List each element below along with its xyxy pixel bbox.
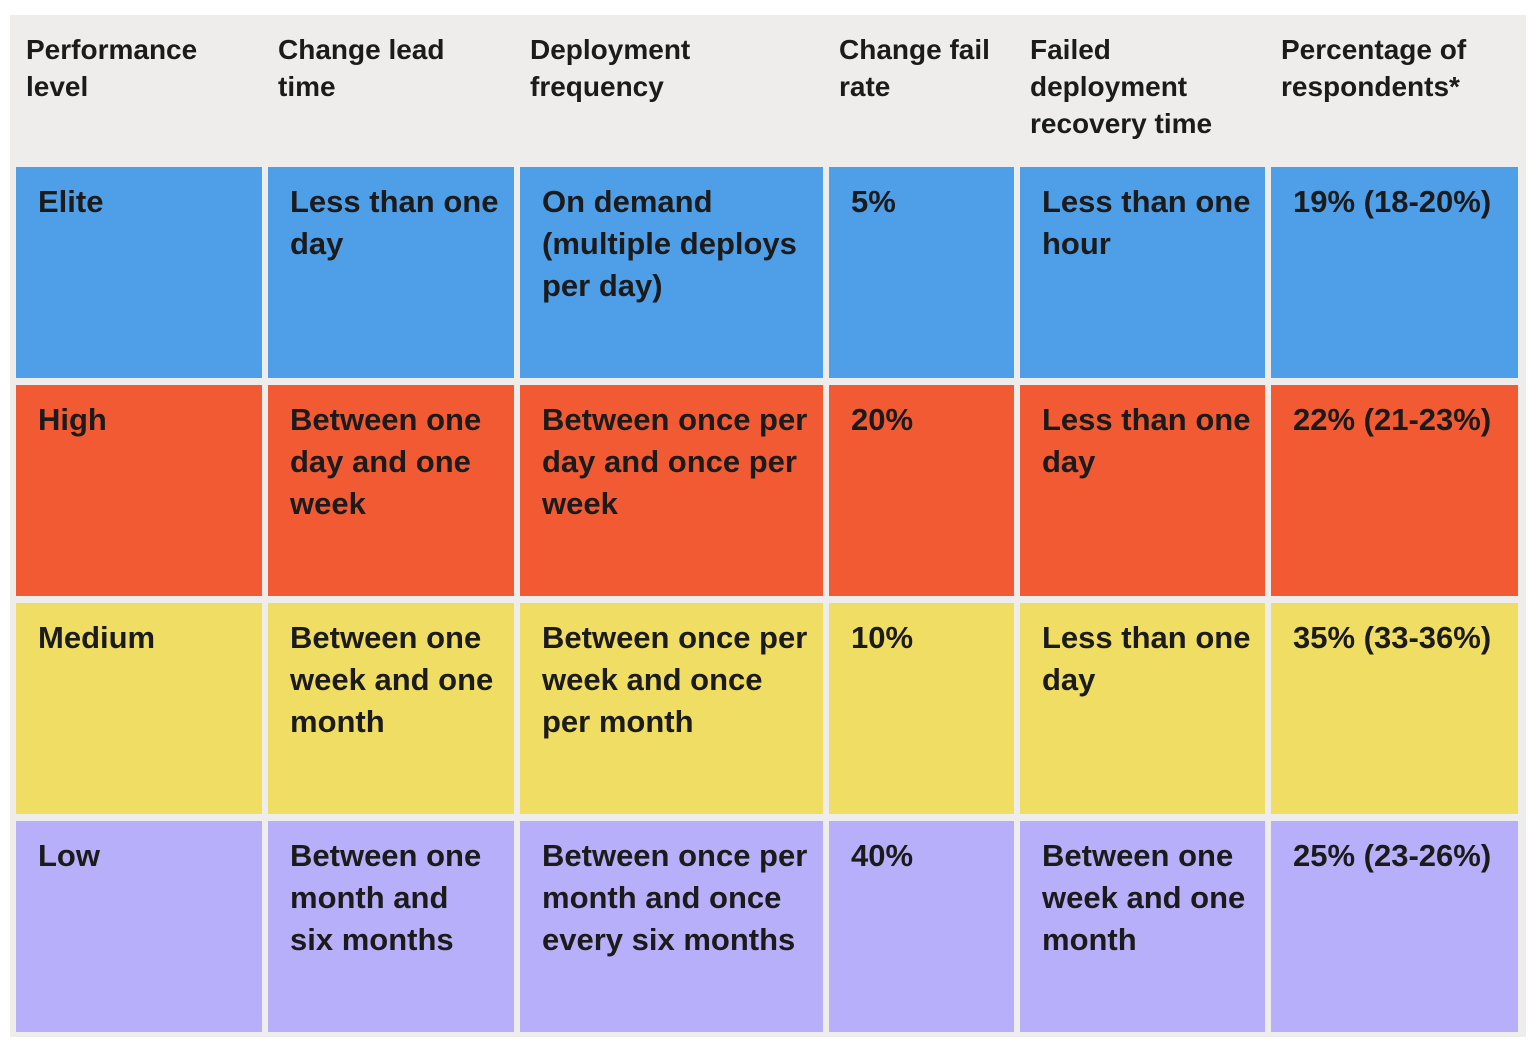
table-cell: Between one day and one week — [268, 385, 514, 596]
table-cell: 5% — [829, 167, 1014, 378]
table-cell: Less than one day — [268, 167, 514, 378]
table-cell: Between once per month and once every si… — [520, 821, 823, 1032]
table-cell: 40% — [829, 821, 1014, 1032]
table-cell: 10% — [829, 603, 1014, 814]
header-cell: Failed deployment recovery time — [1030, 34, 1213, 139]
table-cell: On demand (multiple deploys per day) — [520, 167, 823, 378]
row-label: Medium — [16, 603, 262, 814]
table: Performance level Change lead time Deploym… — [16, 15, 1518, 1032]
table-cell: 20% — [829, 385, 1014, 596]
table-cell: 22% (21-23%) — [1271, 385, 1518, 596]
row-label: High — [16, 385, 262, 596]
table-cell: 35% (33-36%) — [1271, 603, 1518, 814]
row-label: Elite — [16, 167, 262, 378]
row-label: Low — [16, 821, 262, 1032]
header-cell: Change lead time — [278, 34, 445, 102]
header-cell: Deployment frequency — [530, 34, 691, 102]
table-cell: Between one week and one month — [268, 603, 514, 814]
table-cell: Between one month and six months — [268, 821, 514, 1032]
table-cell: 25% (23-26%) — [1271, 821, 1518, 1032]
table-cell: Less than one day — [1020, 603, 1265, 814]
table-cell: Less than one hour — [1020, 167, 1265, 378]
header-cell: Change fail rate — [839, 34, 990, 102]
table-cell: Between once per week and once per month — [520, 603, 823, 814]
table-cell: Between one week and one month — [1020, 821, 1265, 1032]
header-cell: Performance level — [26, 34, 198, 102]
header-cell: Percentage of respondents* — [1281, 34, 1467, 102]
table-cell: Between once per day and once per week — [520, 385, 823, 596]
table-cell: 19% (18-20%) — [1271, 167, 1518, 378]
table-cell: Less than one day — [1020, 385, 1265, 596]
